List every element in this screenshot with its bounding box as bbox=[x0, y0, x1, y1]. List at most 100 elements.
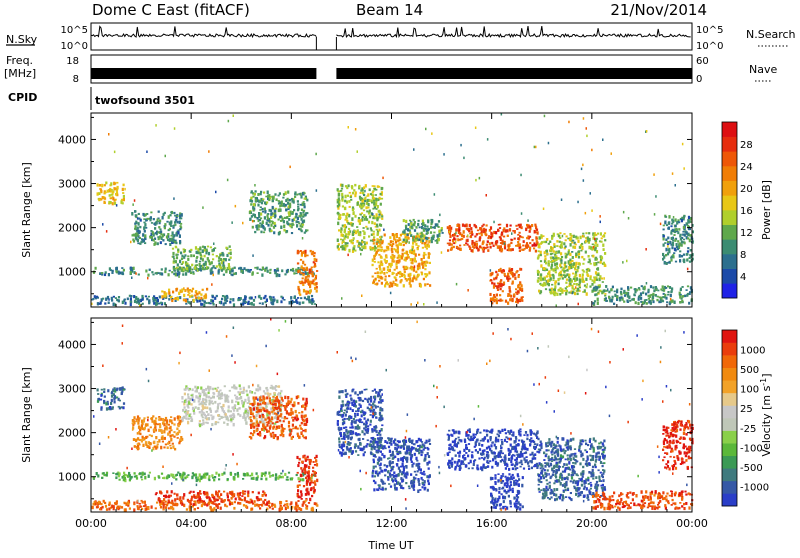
echo-cell bbox=[582, 269, 584, 271]
echo-cell bbox=[688, 228, 690, 230]
echo-cell bbox=[257, 499, 259, 501]
echo-cell bbox=[193, 501, 195, 503]
echo-point bbox=[102, 223, 104, 226]
echo-cell bbox=[226, 254, 228, 257]
echo-cell bbox=[565, 282, 567, 284]
echo-cell bbox=[566, 286, 568, 288]
echo-cell bbox=[687, 247, 689, 249]
echo-cell bbox=[100, 189, 102, 192]
echo-cell bbox=[534, 230, 536, 234]
echo-cell bbox=[392, 272, 394, 275]
echo-cell bbox=[266, 396, 268, 399]
echo-cell bbox=[176, 474, 178, 476]
echo-cell bbox=[192, 496, 194, 498]
echo-cell bbox=[273, 226, 275, 229]
echo-point bbox=[687, 268, 689, 271]
echo-point bbox=[586, 127, 588, 130]
echo-cell bbox=[179, 228, 181, 230]
echo-cell bbox=[190, 249, 192, 251]
echo-cell bbox=[449, 235, 451, 238]
echo-cell bbox=[103, 388, 105, 390]
echo-cell bbox=[179, 215, 181, 218]
echo-cell bbox=[670, 294, 672, 297]
echo-cell bbox=[631, 299, 633, 301]
echo-point bbox=[109, 189, 111, 192]
y-tick-label: 4000 bbox=[58, 133, 86, 146]
echo-cell bbox=[376, 226, 378, 228]
echo-cell bbox=[231, 400, 233, 404]
echo-cell bbox=[453, 237, 455, 240]
nave-label: Nave bbox=[749, 63, 777, 76]
echo-region bbox=[592, 285, 693, 306]
echo-cell bbox=[288, 218, 290, 221]
echo-cell bbox=[384, 234, 386, 237]
echo-cell bbox=[124, 302, 126, 305]
echo-cell bbox=[157, 299, 159, 302]
echo-cell bbox=[380, 193, 382, 195]
echo-cell bbox=[212, 300, 214, 303]
echo-cell bbox=[148, 300, 150, 303]
echo-cell bbox=[170, 220, 172, 223]
echo-cell bbox=[123, 402, 125, 405]
echo-cell bbox=[438, 220, 440, 223]
echo-cell bbox=[193, 474, 195, 476]
echo-cell bbox=[155, 417, 157, 419]
echo-cell bbox=[271, 220, 273, 222]
echo-cell bbox=[500, 288, 502, 290]
echo-cell bbox=[272, 474, 274, 476]
echo-point bbox=[500, 268, 502, 271]
echo-cell bbox=[565, 292, 567, 295]
echo-cell bbox=[208, 417, 210, 420]
echo-cell bbox=[573, 235, 575, 238]
echo-cell bbox=[407, 254, 409, 256]
echo-cell bbox=[682, 231, 684, 233]
echo-cell bbox=[496, 301, 498, 304]
echo-cell bbox=[172, 508, 174, 511]
echo-cell bbox=[184, 254, 186, 256]
echo-cell bbox=[225, 258, 227, 261]
echo-cell bbox=[424, 268, 426, 270]
echo-cell bbox=[272, 432, 274, 434]
echo-cell bbox=[205, 251, 207, 254]
echo-cell bbox=[285, 209, 287, 212]
echo-cell bbox=[391, 283, 393, 287]
echo-cell bbox=[540, 273, 542, 276]
echo-cell bbox=[212, 296, 214, 298]
echo-cell bbox=[495, 277, 497, 280]
echo-cell bbox=[504, 246, 506, 249]
echo-cell bbox=[409, 273, 411, 276]
echo-cell bbox=[671, 287, 673, 290]
echo-cell bbox=[219, 301, 221, 304]
echo-cell bbox=[134, 472, 136, 474]
echo-cell bbox=[347, 236, 349, 239]
echo-cell bbox=[161, 290, 163, 292]
echo-cell bbox=[345, 185, 347, 187]
echo-cell bbox=[95, 267, 97, 270]
echo-cell bbox=[177, 231, 179, 234]
echo-cell bbox=[149, 219, 151, 222]
echo-cell bbox=[311, 298, 313, 301]
echo-cell bbox=[280, 220, 282, 222]
echo-cell bbox=[627, 301, 629, 303]
echo-cell bbox=[286, 479, 288, 481]
echo-cell bbox=[527, 235, 529, 237]
echo-cell bbox=[549, 289, 551, 291]
echo-cell bbox=[573, 283, 575, 285]
echo-cell bbox=[372, 259, 374, 262]
echo-cell bbox=[174, 270, 176, 272]
echo-cell bbox=[603, 248, 605, 251]
echo-cell bbox=[101, 477, 103, 479]
echo-cell bbox=[306, 267, 308, 270]
echo-cell bbox=[233, 476, 235, 480]
echo-point bbox=[371, 213, 373, 216]
echo-cell bbox=[464, 224, 466, 227]
echo-point bbox=[623, 211, 625, 214]
echo-cell bbox=[263, 297, 265, 299]
echo-cell bbox=[384, 278, 386, 281]
echo-cell bbox=[580, 245, 582, 247]
echo-cell bbox=[665, 239, 667, 242]
echo-cell bbox=[187, 411, 189, 414]
echo-cell bbox=[509, 299, 511, 301]
echo-cell bbox=[208, 475, 210, 478]
echo-cell bbox=[253, 417, 255, 419]
